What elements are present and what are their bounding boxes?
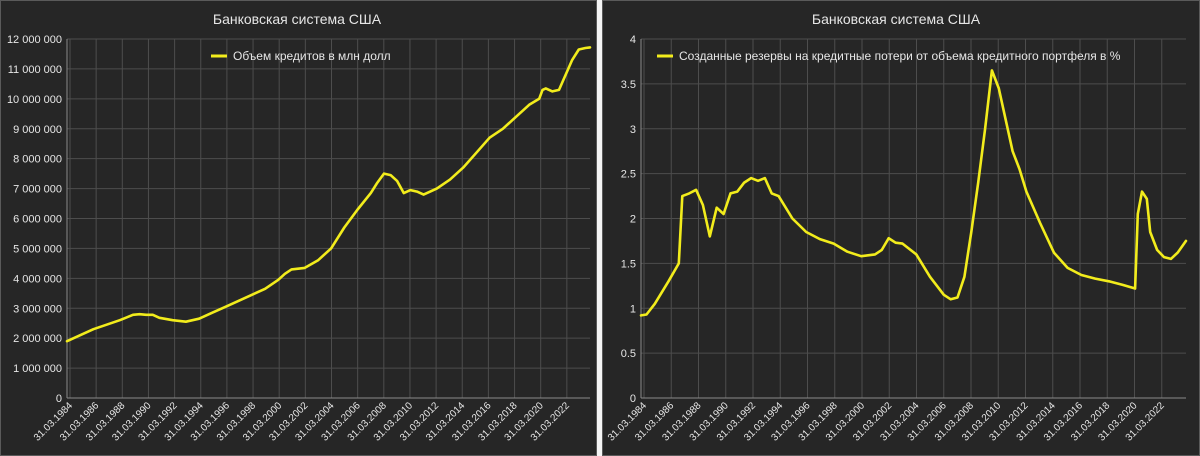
y-tick-label: 3 000 000 <box>13 303 62 315</box>
y-tick-label: 12 000 000 <box>7 34 62 46</box>
y-tick-label: 4 <box>630 34 636 46</box>
y-tick-label: 3 <box>630 124 636 136</box>
y-tick-label: 0 <box>630 393 636 405</box>
legend-label: Объем кредитов в млн долл <box>233 49 391 63</box>
y-tick-label: 0 <box>56 393 62 405</box>
y-tick-label: 3.5 <box>621 79 636 91</box>
chart-title: Банковская система США <box>213 11 382 27</box>
y-tick-label: 1.5 <box>621 258 636 270</box>
y-tick-label: 6 000 000 <box>13 214 62 226</box>
y-tick-label: 2 000 000 <box>13 333 62 345</box>
y-tick-label: 9 000 000 <box>13 124 62 136</box>
y-tick-label: 4 000 000 <box>13 273 62 285</box>
y-tick-label: 2 <box>630 214 636 226</box>
y-tick-label: 7 000 000 <box>13 184 62 196</box>
left-chart-panel: Банковская система США 0 1 000 000 2 000 00… <box>0 0 597 456</box>
y-tick-label: 11 000 000 <box>8 64 62 76</box>
loan-loss-reserves-chart: Банковская система США00.511.522.533.543… <box>606 11 1188 444</box>
series-line <box>639 69 1188 317</box>
y-tick-label: 1 000 000 <box>13 363 62 375</box>
y-tick-label: 8 000 000 <box>13 154 62 166</box>
series-line <box>65 46 592 343</box>
y-tick-label: 0.5 <box>621 348 636 360</box>
y-tick-label: 2.5 <box>621 169 636 181</box>
y-tick-label: 5 000 000 <box>13 243 62 255</box>
y-tick-label: 10 000 000 <box>7 94 62 106</box>
loans-volume-chart: Банковская система США 0 1 000 000 2 000 00… <box>7 11 592 444</box>
y-tick-label: 1 <box>630 303 636 315</box>
legend-label: Созданные резервы на кредитные потери от… <box>679 49 1121 63</box>
right-chart-panel: Банковская система США 0 0.5 1 1.5 2 2.5 3 3.5 4 3… <box>602 0 1200 456</box>
chart-title: Банковская система США <box>812 11 981 27</box>
